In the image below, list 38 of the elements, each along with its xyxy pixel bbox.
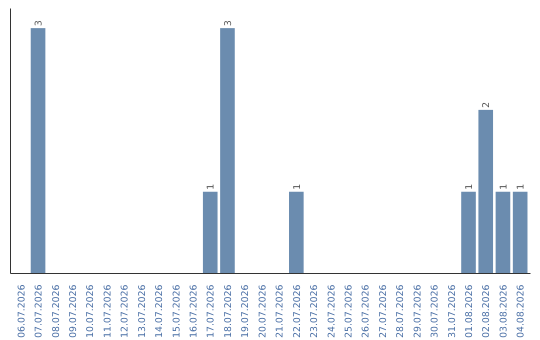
x-tick-label: 21.07.2026	[274, 284, 286, 338]
x-tick-label: 19.07.2026	[240, 284, 252, 338]
x-tick-label: 26.07.2026	[360, 284, 372, 338]
x-tick-label: 29.07.2026	[412, 284, 424, 338]
x-tick-label: 15.07.2026	[171, 284, 182, 338]
x-tick-label: 31.07.2026	[446, 284, 458, 338]
x-tick-label: 25.07.2026	[343, 284, 354, 338]
x-tick-label: 14.07.2026	[154, 284, 166, 338]
x-tick-label: 30.07.2026	[430, 284, 441, 338]
x-tick-label: 22.07.2026	[292, 284, 303, 338]
data-label: 2	[481, 102, 492, 108]
x-tick-label: 03.08.2026	[498, 284, 510, 338]
data-label: 3	[222, 20, 234, 26]
data-label: 1	[292, 184, 303, 190]
x-tick-label: 17.07.2026	[206, 284, 217, 338]
x-tick-label: 24.07.2026	[326, 284, 338, 338]
x-tick-label: 27.07.2026	[378, 284, 389, 338]
data-label: 1	[498, 184, 510, 190]
x-tick-label: 02.08.2026	[481, 284, 492, 338]
x-tick-label: 01.08.2026	[464, 284, 476, 338]
x-tick-label: 06.07.2026	[16, 284, 28, 338]
data-label: 1	[516, 184, 527, 190]
data-label: 3	[34, 20, 45, 26]
x-tick-label: 18.07.2026	[222, 284, 234, 338]
x-tick-label: 10.07.2026	[85, 284, 96, 338]
x-tick-label: 23.07.2026	[309, 284, 320, 338]
x-tick-label: 11.07.2026	[102, 284, 114, 338]
x-tick-label: 20.07.2026	[257, 284, 268, 338]
x-tick-label: 28.07.2026	[395, 284, 406, 338]
x-tick-label: 16.07.2026	[188, 284, 200, 338]
x-tick-label: 07.07.2026	[34, 284, 45, 338]
x-tick-label: 12.07.2026	[120, 284, 131, 338]
x-tick-label: 13.07.2026	[136, 284, 148, 338]
data-label: 1	[464, 184, 476, 190]
x-tick-label: 08.07.2026	[50, 284, 62, 338]
data-label: 1	[206, 184, 217, 190]
x-tick-label: 04.08.2026	[516, 284, 527, 338]
x-tick-label: 09.07.2026	[68, 284, 79, 338]
